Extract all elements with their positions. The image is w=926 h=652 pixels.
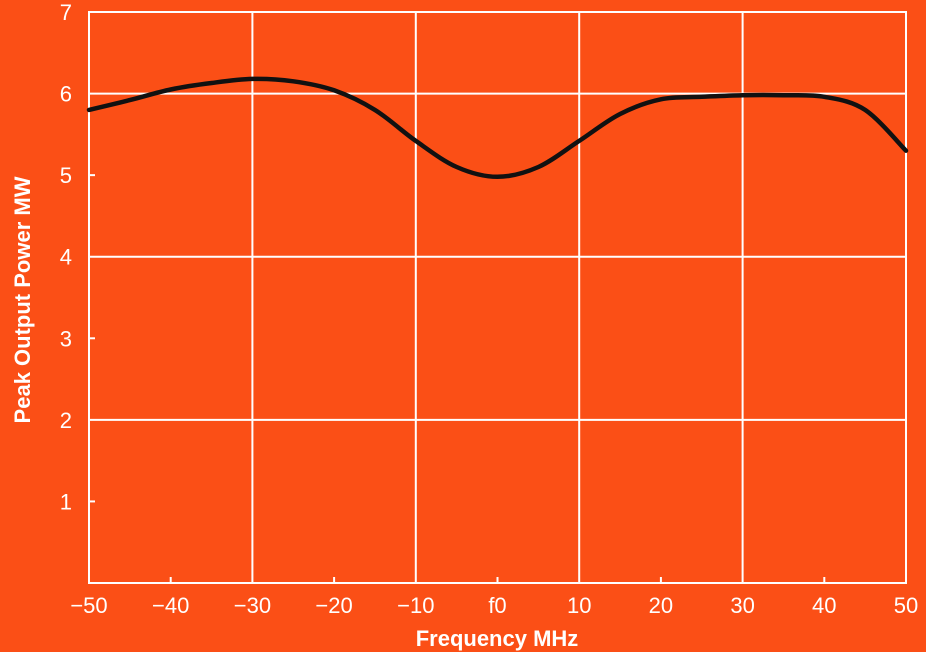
y-tick-label: 5	[60, 163, 72, 188]
tick-labels: −50 −40 −30 −20 −10 f0 10 20 30 40 50 1 2 3 4 5 6 7	[60, 0, 918, 618]
y-tick-label: 1	[60, 489, 72, 514]
y-tick-label: 7	[60, 0, 72, 25]
x-tick-label: −30	[234, 593, 271, 618]
y-axis-label: Peak Output Power MW	[10, 176, 35, 423]
x-tick-label: 30	[730, 593, 754, 618]
x-tick-label: −10	[397, 593, 434, 618]
x-axis-label: Frequency MHz	[416, 626, 579, 651]
x-tick-label: 10	[567, 593, 591, 618]
x-tick-label: −50	[70, 593, 107, 618]
x-tick-label: f0	[488, 593, 506, 618]
x-tick-label: −20	[315, 593, 352, 618]
x-tick-label: 50	[894, 593, 918, 618]
y-tick-label: 2	[60, 408, 72, 433]
x-tick-label: −40	[152, 593, 189, 618]
y-tick-label: 4	[60, 245, 72, 270]
plot-frame	[88, 11, 907, 584]
series-layer	[86, 76, 909, 180]
grid	[88, 11, 907, 584]
series-line	[86, 76, 909, 180]
y-tick-label: 3	[60, 326, 72, 351]
x-tick-label: 40	[812, 593, 836, 618]
y-tick-label: 6	[60, 82, 72, 107]
x-tick-label: 20	[649, 593, 673, 618]
